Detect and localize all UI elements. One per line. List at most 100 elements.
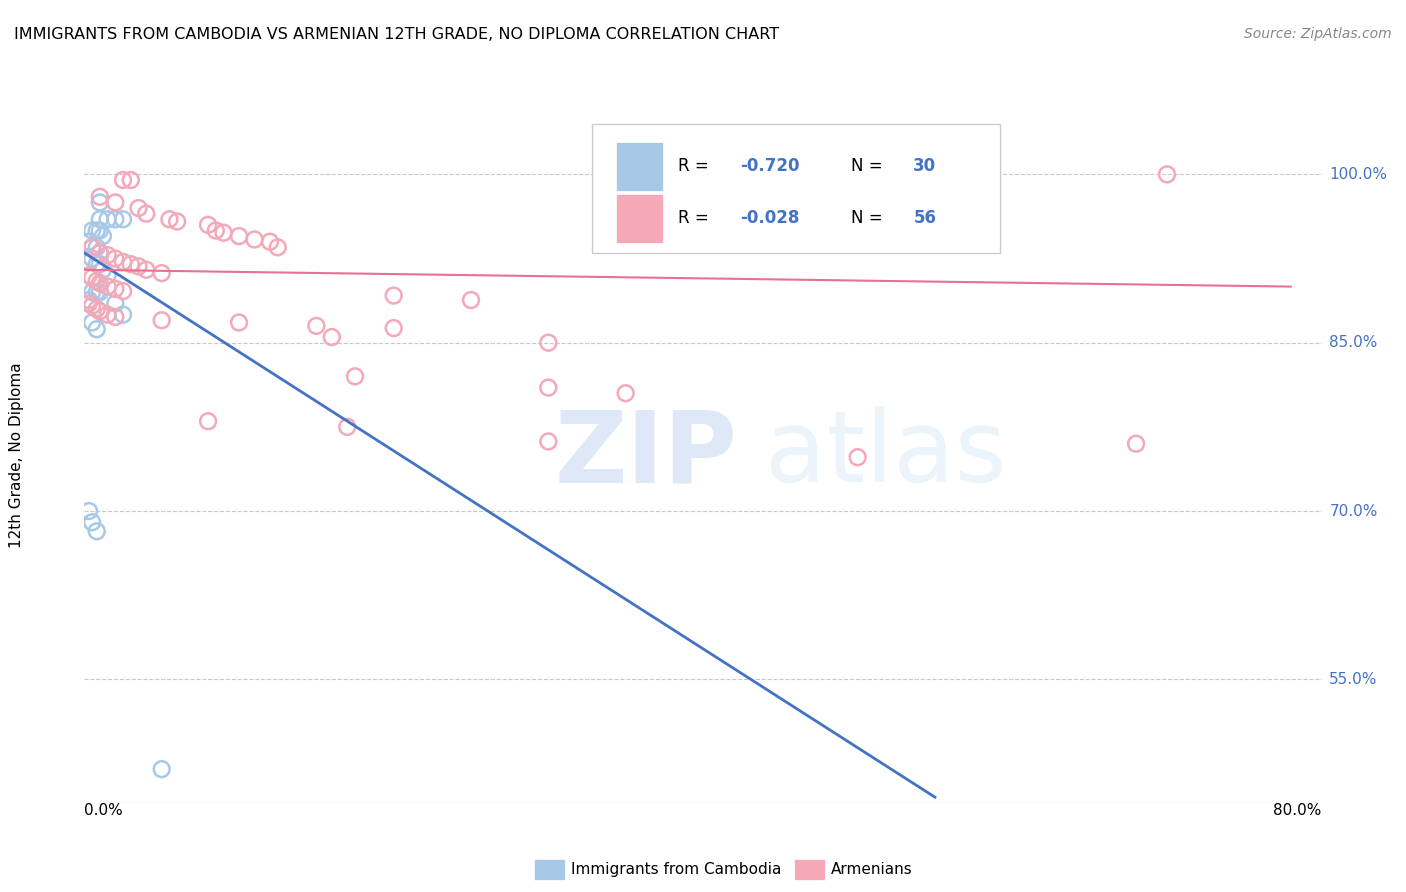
Point bbox=[77, 296, 100, 310]
Point bbox=[212, 226, 235, 240]
Point bbox=[120, 173, 142, 187]
Point bbox=[89, 190, 111, 204]
Point bbox=[630, 173, 652, 187]
Point bbox=[82, 285, 104, 300]
Point bbox=[86, 274, 108, 288]
Text: 30: 30 bbox=[914, 157, 936, 175]
Text: Armenians: Armenians bbox=[831, 863, 912, 877]
Point bbox=[537, 381, 560, 395]
Text: ZIP: ZIP bbox=[554, 407, 737, 503]
Point bbox=[82, 240, 104, 254]
Point bbox=[460, 293, 482, 307]
Point bbox=[112, 173, 135, 187]
Text: 55.0%: 55.0% bbox=[1329, 672, 1378, 687]
Point bbox=[243, 232, 266, 246]
Text: N =: N = bbox=[852, 210, 889, 227]
Point bbox=[82, 515, 104, 529]
Text: 70.0%: 70.0% bbox=[1329, 503, 1378, 518]
Point bbox=[77, 235, 100, 249]
Point bbox=[77, 293, 100, 307]
Text: Source: ZipAtlas.com: Source: ZipAtlas.com bbox=[1244, 27, 1392, 41]
Point bbox=[82, 240, 104, 254]
Point bbox=[89, 304, 111, 318]
Point bbox=[96, 279, 118, 293]
Point bbox=[104, 310, 127, 324]
Point bbox=[197, 414, 219, 428]
Point bbox=[96, 248, 118, 262]
Point bbox=[89, 285, 111, 300]
Point bbox=[91, 229, 114, 244]
Point bbox=[86, 240, 108, 254]
Point bbox=[82, 270, 104, 285]
Point bbox=[96, 268, 118, 283]
Text: -0.720: -0.720 bbox=[740, 157, 800, 175]
Point bbox=[537, 335, 560, 350]
Point bbox=[104, 195, 127, 210]
Point bbox=[112, 212, 135, 227]
FancyBboxPatch shape bbox=[592, 125, 1000, 253]
Text: R =: R = bbox=[678, 210, 714, 227]
Point bbox=[205, 223, 228, 237]
Point bbox=[259, 235, 281, 249]
Text: N =: N = bbox=[852, 157, 889, 175]
Text: 85.0%: 85.0% bbox=[1329, 335, 1378, 351]
Point bbox=[89, 212, 111, 227]
Text: 56: 56 bbox=[914, 210, 936, 227]
Point bbox=[321, 330, 343, 344]
Text: R =: R = bbox=[678, 157, 714, 175]
Point bbox=[336, 420, 359, 434]
Point bbox=[86, 524, 108, 539]
Text: 12th Grade, No Diploma: 12th Grade, No Diploma bbox=[8, 362, 24, 548]
Point bbox=[96, 308, 118, 322]
Point bbox=[382, 288, 405, 302]
Point bbox=[86, 301, 108, 316]
Point bbox=[343, 369, 366, 384]
Point bbox=[86, 285, 108, 300]
Point bbox=[82, 252, 104, 266]
Point bbox=[159, 212, 180, 227]
Point bbox=[104, 296, 127, 310]
Point bbox=[89, 246, 111, 260]
Point bbox=[267, 240, 290, 254]
Point bbox=[846, 450, 869, 465]
Point bbox=[127, 201, 149, 215]
Point bbox=[112, 308, 135, 322]
Point bbox=[166, 214, 188, 228]
Text: -0.028: -0.028 bbox=[740, 210, 800, 227]
Point bbox=[77, 504, 100, 518]
Point bbox=[614, 173, 637, 187]
Text: 100.0%: 100.0% bbox=[1329, 167, 1388, 182]
Bar bbox=[616, 142, 664, 191]
Point bbox=[86, 322, 108, 336]
Point bbox=[89, 277, 111, 291]
Point bbox=[150, 762, 173, 776]
Text: atlas: atlas bbox=[765, 407, 1007, 503]
Point bbox=[89, 195, 111, 210]
Point bbox=[614, 386, 637, 401]
Point bbox=[91, 262, 114, 277]
Text: 0.0%: 0.0% bbox=[84, 803, 124, 818]
Point bbox=[82, 223, 104, 237]
Point bbox=[537, 434, 560, 449]
Point bbox=[120, 257, 142, 271]
Point bbox=[82, 299, 104, 313]
Point bbox=[96, 212, 118, 227]
Point bbox=[86, 223, 108, 237]
Point bbox=[82, 316, 104, 330]
Point bbox=[89, 223, 111, 237]
Point bbox=[112, 284, 135, 298]
Point bbox=[89, 246, 111, 260]
Point bbox=[1156, 167, 1178, 181]
Point bbox=[150, 313, 173, 327]
Point bbox=[77, 268, 100, 283]
Point bbox=[305, 318, 328, 333]
Bar bbox=[616, 194, 664, 243]
Point bbox=[86, 257, 108, 271]
Point bbox=[104, 212, 127, 227]
Point bbox=[135, 262, 157, 277]
Text: Immigrants from Cambodia: Immigrants from Cambodia bbox=[571, 863, 782, 877]
Point bbox=[228, 316, 250, 330]
Text: 80.0%: 80.0% bbox=[1274, 803, 1322, 818]
Point bbox=[150, 266, 173, 280]
Point bbox=[104, 252, 127, 266]
